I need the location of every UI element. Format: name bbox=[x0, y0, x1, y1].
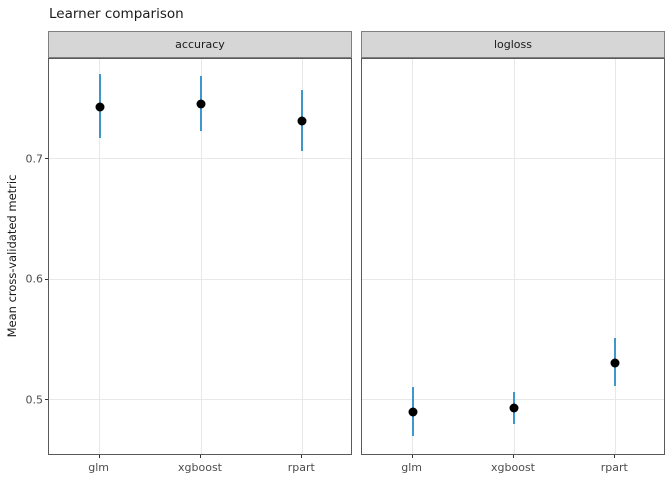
x-axis-tick-label: rpart bbox=[600, 461, 628, 474]
data-point bbox=[196, 99, 206, 109]
gridline-vertical bbox=[513, 59, 515, 454]
y-axis-tick bbox=[45, 278, 48, 280]
facet-strip-label: logloss bbox=[493, 38, 533, 51]
facet-strip: logloss bbox=[361, 31, 665, 58]
y-axis-title: Mean cross-validated metric bbox=[5, 174, 19, 338]
x-axis-tick bbox=[411, 455, 413, 458]
data-point bbox=[297, 116, 307, 126]
y-axis-tick bbox=[45, 158, 48, 160]
x-axis-tick-label: rpart bbox=[287, 461, 315, 474]
x-axis-tick bbox=[513, 455, 514, 458]
data-point bbox=[610, 358, 620, 368]
gridline-horizontal bbox=[362, 158, 664, 160]
x-axis-tick-label: glm bbox=[88, 461, 110, 474]
x-axis-tick bbox=[98, 455, 100, 458]
data-point bbox=[408, 407, 418, 417]
y-axis-tick-label: 0.7 bbox=[25, 152, 44, 166]
y-axis-tick bbox=[45, 399, 48, 401]
gridline-horizontal bbox=[49, 278, 351, 280]
gridline-vertical bbox=[99, 59, 101, 454]
gridline-vertical bbox=[301, 59, 303, 454]
plot-title: Learner comparison bbox=[49, 6, 184, 22]
gridline-horizontal bbox=[49, 158, 351, 160]
facet-panel bbox=[48, 58, 352, 455]
x-axis-tick bbox=[614, 455, 616, 458]
y-axis-tick-label: 0.6 bbox=[25, 272, 44, 286]
facet-strip: accuracy bbox=[48, 31, 352, 58]
x-axis-tick-label: xgboost bbox=[491, 461, 535, 474]
facet-panel bbox=[361, 58, 665, 455]
y-axis-tick-label: 0.5 bbox=[25, 393, 44, 407]
x-axis-tick-label: glm bbox=[401, 461, 423, 474]
data-point bbox=[509, 403, 519, 413]
gridline-vertical bbox=[614, 59, 616, 454]
gridline-horizontal bbox=[362, 278, 664, 280]
x-axis-tick bbox=[200, 455, 201, 458]
x-axis-tick-label: xgboost bbox=[178, 461, 222, 474]
x-axis-tick bbox=[301, 455, 303, 458]
gridline-horizontal bbox=[49, 399, 351, 401]
gridline-vertical bbox=[200, 59, 202, 454]
gridline-vertical bbox=[412, 59, 414, 454]
data-point bbox=[95, 102, 105, 112]
facet-strip-label: accuracy bbox=[175, 38, 225, 51]
